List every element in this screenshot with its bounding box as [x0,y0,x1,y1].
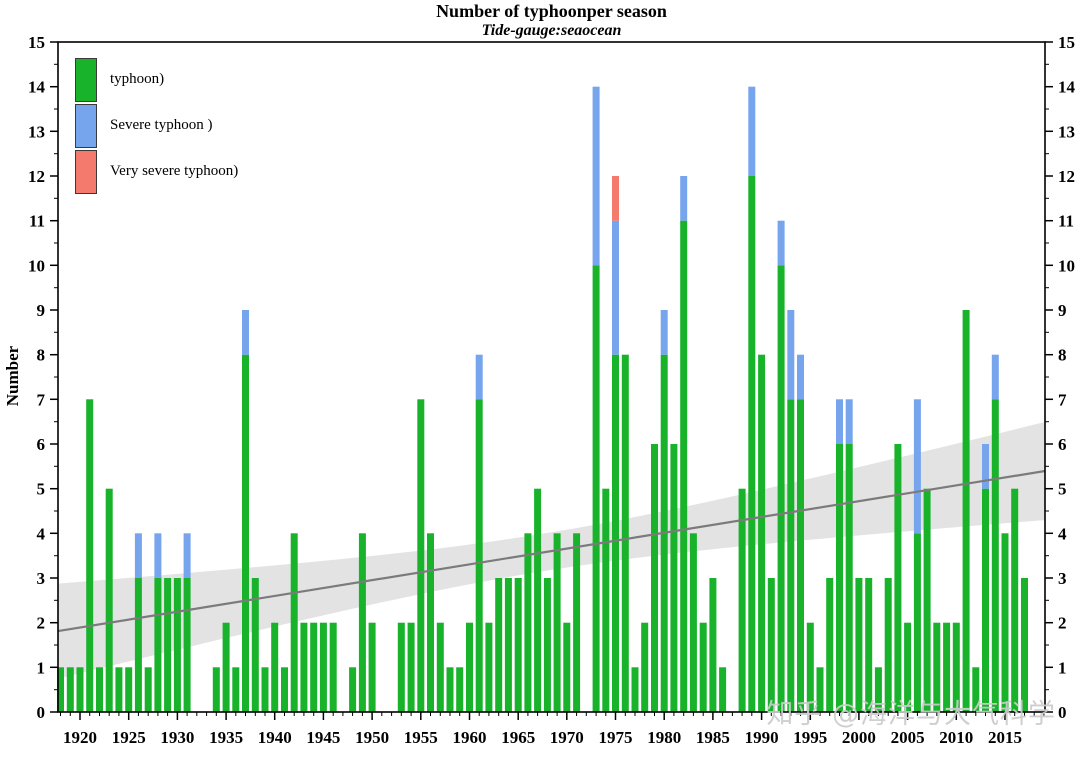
svg-text:3: 3 [1058,569,1067,588]
svg-text:9: 9 [37,301,46,320]
svg-text:5: 5 [1058,480,1067,499]
svg-text:2: 2 [37,614,46,633]
svg-text:1: 1 [1058,658,1067,677]
x-axis: 1920 1925 1930 1935 1940 1945 1950 1955 1960 1965… [60,712,1045,747]
svg-text:2010: 2010 [939,728,973,747]
svg-text:6: 6 [37,435,46,454]
legend-label-very-severe-typhoon: Very severe typhoon) [110,163,239,179]
watermark-text: 知乎 @海洋与大气科学 [766,699,1056,730]
legend-label-typhoon: typhoon) [110,71,165,87]
svg-text:2000: 2000 [842,728,876,747]
svg-text:1950: 1950 [355,728,389,747]
svg-text:1965: 1965 [501,728,535,747]
svg-text:13: 13 [28,122,45,141]
chart-subtitle: Tide-gauge:seaocean [481,22,622,39]
svg-text:4: 4 [1058,524,1067,543]
svg-text:8: 8 [1058,346,1067,365]
svg-text:12: 12 [1058,167,1075,186]
svg-text:12: 12 [28,167,45,186]
legend-item-typhoon: typhoon) [75,57,238,102]
svg-text:1995: 1995 [793,728,827,747]
svg-text:1990: 1990 [745,728,779,747]
svg-text:6: 6 [1058,435,1067,454]
svg-text:1920: 1920 [63,728,97,747]
svg-text:14: 14 [28,78,46,97]
svg-text:9: 9 [1058,301,1067,320]
legend-item-severe-typhoon: Severe typhoon ) [75,103,238,148]
svg-text:1985: 1985 [696,728,730,747]
svg-text:1980: 1980 [647,728,681,747]
svg-text:15: 15 [1058,33,1075,52]
svg-text:11: 11 [1058,212,1074,231]
chart-title: Number of typhoonper season [436,1,667,21]
legend-label-severe-typhoon: Severe typhoon ) [110,117,213,133]
svg-text:1960: 1960 [453,728,487,747]
svg-text:0: 0 [1058,703,1067,722]
svg-text:15: 15 [28,33,45,52]
svg-text:4: 4 [37,524,46,543]
y-axis-title: Number [3,345,22,407]
svg-text:10: 10 [28,256,45,275]
svg-text:8: 8 [37,346,46,365]
legend-swatch-typhoon [75,57,97,102]
bars [57,86,1028,712]
svg-text:1930: 1930 [160,728,194,747]
svg-text:7: 7 [37,390,46,409]
svg-text:5: 5 [37,480,46,499]
svg-text:11: 11 [29,212,45,231]
svg-text:1935: 1935 [209,728,243,747]
svg-text:1925: 1925 [112,728,146,747]
svg-text:13: 13 [1058,122,1075,141]
legend-swatch-severe-typhoon [75,103,97,148]
legend-item-very-severe-typhoon: Very severe typhoon) [75,149,238,194]
svg-text:7: 7 [1058,390,1067,409]
svg-text:1945: 1945 [306,728,340,747]
svg-text:1970: 1970 [550,728,584,747]
svg-text:1975: 1975 [599,728,633,747]
svg-text:2005: 2005 [891,728,925,747]
legend: typhoon) Severe typhoon ) Very severe ty… [75,57,238,195]
svg-text:2: 2 [1058,614,1067,633]
svg-text:14: 14 [1058,78,1076,97]
svg-text:1940: 1940 [258,728,292,747]
svg-text:0: 0 [37,703,46,722]
svg-text:10: 10 [1058,256,1075,275]
svg-text:2015: 2015 [988,728,1022,747]
trend-line [57,469,1046,633]
svg-text:3: 3 [37,569,46,588]
svg-text:1: 1 [37,658,46,677]
svg-text:1955: 1955 [404,728,438,747]
legend-swatch-very-severe-typhoon [75,149,97,194]
